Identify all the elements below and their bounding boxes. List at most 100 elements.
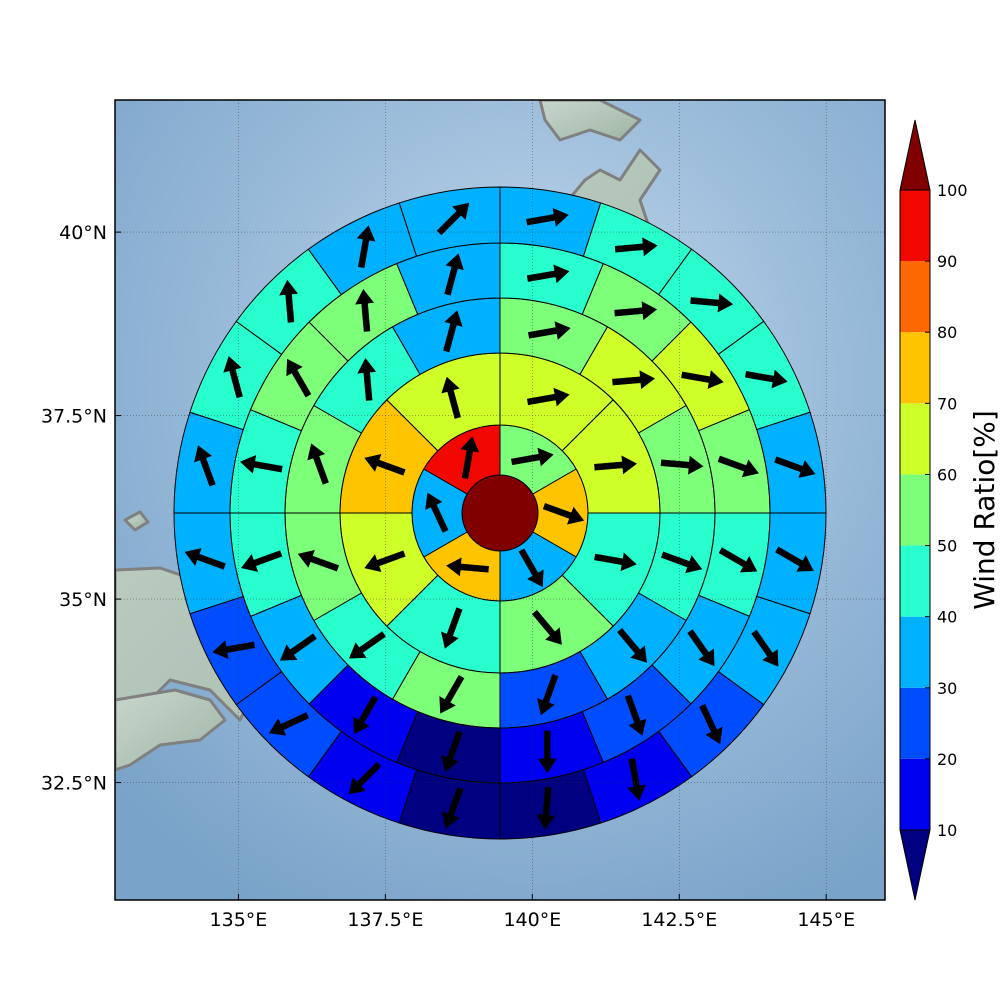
wind-arrow (446, 557, 489, 577)
wind-arrow (279, 279, 299, 323)
wind-arrow (660, 551, 703, 574)
wind-arrow (690, 293, 734, 313)
wind-arrow (594, 455, 637, 475)
wind-arrow (441, 787, 464, 829)
wind-arrow (594, 552, 637, 572)
x-tick-label: 145°E (797, 909, 855, 931)
wind-arrow (356, 225, 376, 268)
colorbar-bin (900, 687, 930, 759)
colorbar-tick-label: 90 (937, 252, 957, 271)
wind-arrow (526, 387, 570, 407)
colorbar-bin (900, 545, 930, 617)
colorbar-tick-label: 60 (937, 465, 957, 484)
wind-arrow (460, 436, 480, 479)
x-tick-label: 135°E (210, 909, 268, 931)
wind-arrow (617, 627, 648, 663)
wind-arrow (307, 443, 329, 485)
wind-arrow (537, 730, 557, 774)
wind-arrow (518, 548, 544, 588)
wind-arrow (536, 786, 556, 830)
wind-arrow (268, 712, 310, 736)
wind-arrow (681, 370, 724, 389)
map-frame (114, 99, 886, 901)
y-tick-label: 37.5°N (41, 406, 107, 428)
colorbar-bin (900, 474, 930, 546)
wind-arrow (531, 609, 562, 645)
wind-arrow (355, 288, 375, 332)
wind-arrow (286, 358, 312, 398)
wind-arrow (212, 640, 255, 659)
wind-arrow (223, 356, 243, 399)
wind-arrow (612, 370, 655, 390)
x-tick-label: 140°E (503, 909, 561, 931)
wind-arrow (349, 631, 386, 659)
wind-arrow (194, 445, 216, 487)
wind-arrow (774, 456, 816, 478)
wind-arrow (614, 301, 658, 321)
colorbar-tick-label: 40 (937, 608, 957, 627)
wind-arrow (526, 264, 570, 284)
wind-arrow (526, 208, 569, 227)
wind-arrow (536, 673, 559, 716)
map-panel (115, 100, 885, 900)
gridlines (115, 100, 885, 900)
colorbar-tick-label: 50 (937, 537, 957, 556)
colorbar-extend-high (899, 119, 931, 191)
colorbar-extend-low (899, 829, 931, 901)
colorbar-tick-label: 30 (937, 679, 957, 698)
wind-arrow (297, 549, 340, 572)
wind-arrow (441, 376, 461, 419)
colorbar-frame (899, 189, 931, 831)
colorbar-bin (900, 758, 930, 830)
x-tick-label: 142.5°E (641, 909, 717, 931)
wind-arrow (348, 761, 382, 795)
wind-arrow (528, 321, 571, 340)
wind-arrow (751, 629, 779, 667)
colorbar: 10 20 30 40 50 60 70 80 90 100 (899, 119, 968, 901)
wind-arrow (279, 633, 317, 661)
x-axis-ticks: 135°E 137.5°E 140°E 142.5°E 145°E (210, 894, 855, 931)
wind-arrow (240, 455, 283, 474)
wind-arrow (439, 674, 465, 714)
wind-arrow (444, 253, 464, 296)
x-tick-label: 137.5°E (347, 909, 423, 931)
wind-arrow (357, 358, 377, 401)
y-tick-label: 35°N (59, 589, 107, 611)
wind-arrow (441, 607, 463, 649)
wind-arrow (425, 492, 449, 533)
wind-arrow (353, 695, 379, 735)
colorbar-bin (900, 261, 930, 333)
wind-arrow-layer (184, 202, 816, 830)
wind-arrow (718, 547, 758, 573)
oki-island (123, 510, 150, 532)
colorbar-tick-label: 100 (937, 181, 968, 200)
colorbar-tick-label: 10 (937, 821, 957, 840)
colorbar-tick-label: 70 (937, 394, 957, 413)
wind-arrow (436, 202, 470, 236)
wind-arrow (717, 455, 759, 478)
y-axis-ticks: 32.5°N 35°N 37.5°N 40°N (41, 222, 121, 795)
colorbar-bin (900, 616, 930, 688)
shikoku-land (115, 688, 227, 772)
colorbar-bin (900, 190, 930, 262)
wind-arrow (627, 758, 646, 801)
hokkaido-land (538, 100, 642, 142)
wind-arrow (699, 703, 723, 745)
colorbar-bin (900, 332, 930, 404)
wind-arrow (364, 454, 406, 476)
wind-arrow (775, 546, 814, 572)
colorbar-tick-label: 80 (937, 323, 957, 342)
y-tick-label: 40°N (59, 222, 107, 244)
wind-arrow (542, 503, 585, 525)
wind-arrow (745, 369, 788, 389)
wind-arrow (184, 548, 226, 570)
wind-arrow (241, 550, 283, 572)
y-tick-label: 32.5°N (41, 773, 107, 795)
wind-arrow (441, 730, 463, 772)
wind-arrow (660, 455, 704, 475)
colorbar-tick-label: 20 (937, 750, 957, 769)
wind-arrow (443, 310, 463, 353)
wind-arrow (687, 629, 715, 667)
colorbar-bin (900, 403, 930, 475)
